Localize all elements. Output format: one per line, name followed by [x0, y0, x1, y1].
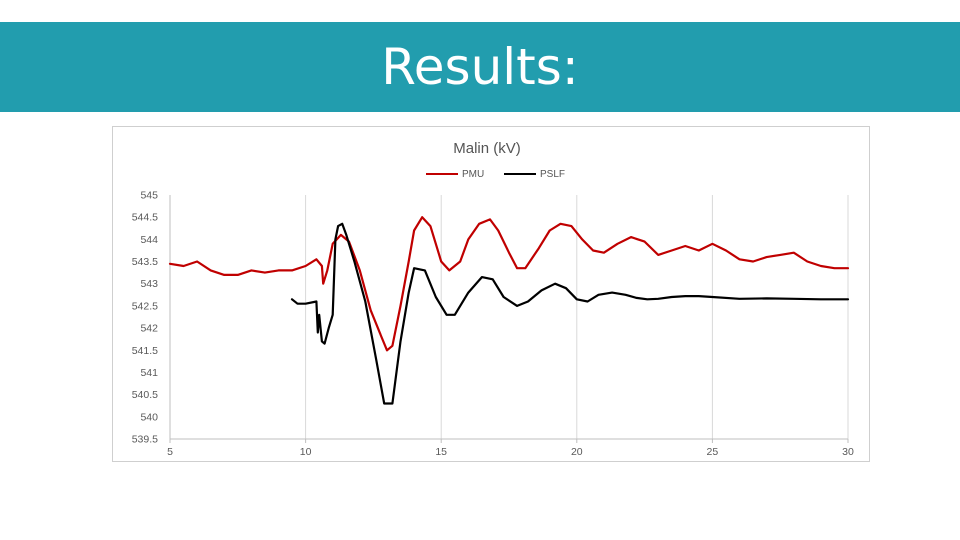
- grid-layer: [305, 195, 849, 439]
- chart-legend: PMU PSLF: [426, 169, 565, 180]
- y-tick-label: 542: [140, 323, 158, 335]
- series-layer: [168, 216, 850, 405]
- y-tick-label: 543: [140, 278, 158, 290]
- y-tick-label: 543.5: [132, 256, 158, 268]
- chart-frame: Malin (kV) PMU PSLF 539.5 540 540.5 541 541.…: [112, 126, 870, 462]
- legend-label-pslf: PSLF: [540, 169, 565, 180]
- y-tick-label: 542.5: [132, 300, 158, 312]
- series-line-pslf: [290, 222, 850, 405]
- y-tick-label: 540.5: [132, 389, 158, 401]
- y-tick-label: 540: [140, 411, 158, 423]
- axis-layer: 539.5 540 540.5 541 541.5 542 542.5 543 543.5 544…: [132, 190, 854, 459]
- x-tick-label: 5: [167, 446, 173, 458]
- y-tick-label: 545: [140, 190, 158, 202]
- slide-title: Results:: [381, 38, 579, 96]
- legend-label-pmu: PMU: [462, 169, 484, 180]
- y-tick-label: 539.5: [132, 434, 158, 446]
- x-tick-label: 25: [707, 446, 719, 458]
- chart-title: Malin (kV): [453, 140, 521, 157]
- y-tick-label: 544: [140, 234, 158, 246]
- title-band: Results:: [0, 22, 960, 112]
- series-line-pmu: [168, 216, 850, 352]
- x-tick-label: 10: [300, 446, 312, 458]
- y-tick-label: 541: [140, 367, 158, 379]
- chart-svg: Malin (kV) PMU PSLF 539.5 540 540.5 541 541.…: [132, 140, 854, 459]
- y-tick-label: 541.5: [132, 345, 158, 357]
- x-tick-label: 15: [435, 446, 447, 458]
- x-tick-label: 30: [842, 446, 854, 458]
- y-tick-label: 544.5: [132, 212, 158, 224]
- x-tick-label: 20: [571, 446, 583, 458]
